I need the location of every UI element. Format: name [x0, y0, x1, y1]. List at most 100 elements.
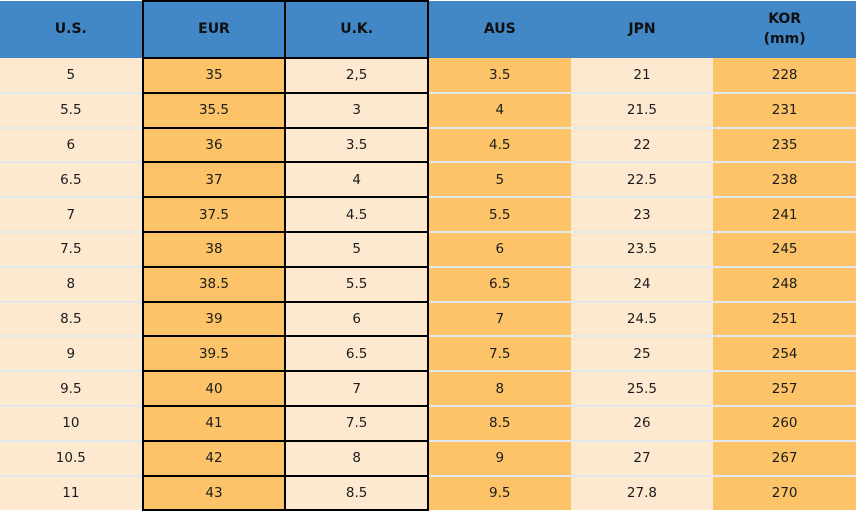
table-cell: 231 [713, 91, 856, 128]
table-cell: 238 [713, 161, 856, 198]
table-cell: 6 [0, 126, 143, 163]
table-cell: 10.5 [0, 439, 143, 476]
table-cell: 235 [713, 126, 856, 163]
table-row: 9.5 40 7 8 25.5 257 [0, 370, 856, 407]
table-cell: 25 [570, 335, 714, 372]
table-cell: 7 [427, 300, 571, 337]
table-cell: 39.5 [141, 335, 287, 373]
table-cell: 38 [141, 230, 287, 268]
table-cell: 5.5 [284, 265, 429, 303]
table-cell: 245 [713, 230, 856, 267]
header-cell-kor-sublabel: (mm) [763, 30, 806, 47]
table-body: 5 35 2,5 3.5 21 228 5.5 35.5 3 4 21.5 231 6 36 3.5 4.5 2… [0, 57, 856, 511]
table-cell: 43 [141, 474, 287, 511]
table-cell: 41 [141, 404, 287, 442]
table-cell: 5 [427, 161, 571, 198]
table-row: 9 39.5 6.5 7.5 25 254 [0, 335, 856, 373]
table-row: 8 38.5 5.5 6.5 24 248 [0, 265, 856, 303]
header-cell-kor: KOR (mm) [713, 1, 856, 58]
table-cell: 22 [570, 126, 714, 163]
header-cell-eur: EUR [141, 0, 287, 59]
table-row: 7 37.5 4.5 5.5 23 241 [0, 196, 856, 233]
table-cell: 8.5 [284, 474, 429, 511]
table-cell: 7 [284, 370, 429, 407]
table-cell: 26 [570, 404, 714, 441]
table-cell: 23.5 [570, 230, 714, 267]
table-cell: 25.5 [570, 370, 714, 406]
table-row: 6.5 37 4 5 22.5 238 [0, 161, 856, 199]
table-cell: 27 [570, 439, 714, 476]
table-row: 6 36 3.5 4.5 22 235 [0, 126, 856, 164]
table-cell: 37.5 [141, 196, 287, 233]
table-cell: 10 [0, 404, 143, 441]
table-cell: 270 [713, 474, 856, 511]
table-cell: 35 [141, 57, 287, 94]
table-cell: 8 [284, 439, 429, 477]
table-cell: 24 [570, 265, 714, 302]
table-cell: 38.5 [141, 265, 287, 303]
table-cell: 8.5 [427, 404, 571, 441]
table-row: 10 41 7.5 8.5 26 260 [0, 404, 856, 442]
table-cell: 39 [141, 300, 287, 338]
table-cell: 9 [427, 439, 571, 476]
table-cell: 254 [713, 335, 856, 372]
table-cell: 21 [570, 58, 714, 93]
table-cell: 9 [0, 335, 143, 372]
table-row: 7.5 38 5 6 23.5 245 [0, 230, 856, 268]
table-cell: 6 [284, 300, 429, 338]
table-cell: 5 [284, 230, 429, 268]
table-cell: 6.5 [0, 161, 143, 198]
table-cell: 27.8 [570, 474, 714, 511]
table-cell: 4.5 [427, 126, 571, 163]
table-cell: 8 [0, 265, 143, 302]
table-cell: 42 [141, 439, 287, 477]
table-row: 11 43 8.5 9.5 27.8 270 [0, 474, 856, 511]
table-cell: 11 [0, 474, 143, 511]
table-cell: 7 [0, 196, 143, 232]
header-cell-aus: AUS [427, 1, 571, 58]
table-cell: 257 [713, 370, 856, 406]
table-cell: 4 [284, 161, 429, 199]
table-cell: 2,5 [284, 57, 429, 94]
table-cell: 8.5 [0, 300, 143, 337]
table-header: U.S. EUR U.K. AUS JPN KOR (mm) [0, 0, 856, 59]
table-cell: 5.5 [0, 91, 143, 128]
table-cell: 6.5 [284, 335, 429, 373]
table-cell: 36 [141, 126, 287, 164]
table-cell: 7.5 [284, 404, 429, 442]
table-cell: 3 [284, 91, 429, 129]
table-cell: 3.5 [427, 58, 571, 93]
header-cell-us: U.S. [0, 1, 143, 58]
header-cell-uk: U.K. [284, 0, 429, 59]
table-cell: 35.5 [141, 91, 287, 129]
table-cell: 24.5 [570, 300, 714, 337]
header-row: U.S. EUR U.K. AUS JPN KOR (mm) [0, 0, 856, 59]
table-cell: 40 [141, 370, 287, 407]
table-cell: 4 [427, 91, 571, 128]
table-cell: 23 [570, 196, 714, 232]
table-cell: 7.5 [0, 230, 143, 267]
header-cell-kor-label: KOR [768, 10, 802, 27]
table-cell: 248 [713, 265, 856, 302]
table-cell: 37 [141, 161, 287, 199]
header-cell-jpn: JPN [570, 1, 714, 58]
table-cell: 9.5 [0, 370, 143, 406]
table-cell: 21.5 [570, 91, 714, 128]
table-cell: 260 [713, 404, 856, 441]
table-cell: 22.5 [570, 161, 714, 198]
table-cell: 4.5 [284, 196, 429, 233]
table-cell: 6 [427, 230, 571, 267]
table-cell: 7.5 [427, 335, 571, 372]
table-cell: 8 [427, 370, 571, 406]
table-cell: 5.5 [427, 196, 571, 232]
table-cell: 3.5 [284, 126, 429, 164]
table-cell: 9.5 [427, 474, 571, 511]
table-cell: 241 [713, 196, 856, 232]
table-row: 8.5 39 6 7 24.5 251 [0, 300, 856, 338]
table-cell: 6.5 [427, 265, 571, 302]
table-row: 5.5 35.5 3 4 21.5 231 [0, 91, 856, 129]
table-cell: 5 [0, 58, 143, 93]
table-cell: 251 [713, 300, 856, 337]
table-cell: 228 [713, 58, 856, 93]
